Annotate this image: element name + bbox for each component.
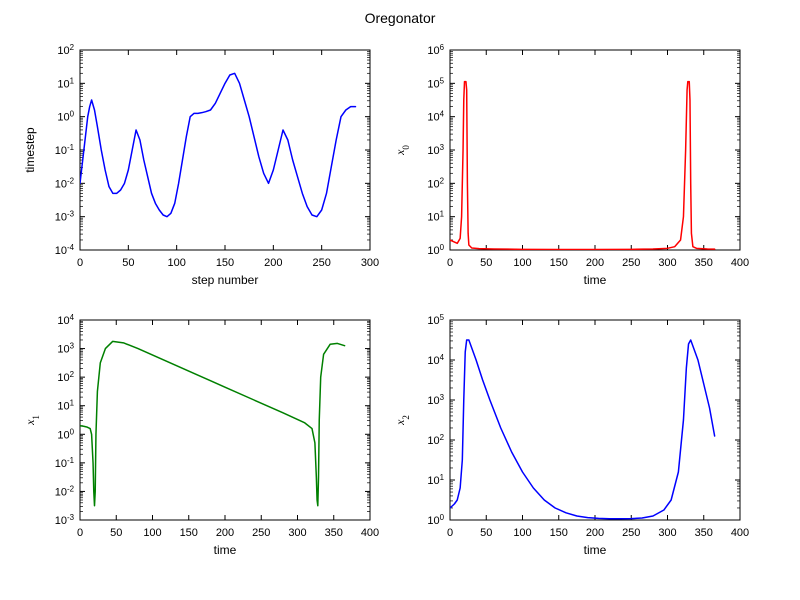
xtick-label: 250	[312, 257, 330, 269]
xtick-label: 300	[658, 257, 676, 269]
subplot-br: 0 50 100 150 200 250 300 350 400 100 101 102 103 104 1…	[393, 313, 749, 558]
ytick-label: 10-1	[55, 455, 75, 470]
ytick-label: 10-3	[55, 513, 75, 528]
series-line	[80, 73, 356, 216]
xtick-label: 0	[447, 257, 453, 269]
figure-container: Oregonator 0 50 100 150 200 250 300 10-4 10-3 10-…	[0, 0, 800, 600]
subplot-bl: 0 50 100 150 200 250 300 350 400 10-3 10-2 10-1 100 1…	[23, 313, 379, 558]
ytick-label: 100	[57, 427, 74, 442]
ytick-label: 106	[427, 43, 444, 58]
xtick-label: 150	[180, 527, 198, 539]
axes-frame	[450, 50, 740, 250]
xtick-label: 200	[264, 257, 282, 269]
ytick-label: 105	[427, 76, 444, 91]
axes-frame	[450, 320, 740, 520]
ytick-label: 10-2	[55, 176, 74, 191]
ytick-label: 101	[57, 76, 74, 91]
series-line	[450, 340, 715, 519]
xtick-label: 200	[216, 527, 234, 539]
xlabel: time	[214, 543, 237, 557]
axes-frame	[80, 50, 370, 250]
xtick-label: 250	[622, 257, 640, 269]
ylabel: x1	[23, 415, 41, 426]
ytick-label: 10-4	[55, 243, 75, 258]
xtick-label: 150	[216, 257, 234, 269]
xtick-label: 150	[550, 257, 568, 269]
ytick-label: 103	[57, 341, 74, 356]
xtick-label: 50	[122, 257, 134, 269]
ytick-label: 102	[427, 433, 444, 448]
xlabel: step number	[192, 273, 259, 287]
ytick-label: 100	[427, 243, 444, 258]
xtick-label: 300	[288, 527, 306, 539]
ytick-label: 101	[57, 398, 74, 413]
ytick-label: 100	[427, 513, 444, 528]
xtick-label: 100	[167, 257, 185, 269]
ytick-label: 101	[427, 209, 444, 224]
ytick-label: 100	[57, 109, 74, 124]
figure-svg: 0 50 100 150 200 250 300 10-4 10-3 10-2 10-1 100 101…	[0, 0, 800, 600]
xtick-label: 100	[513, 257, 531, 269]
xtick-label: 50	[110, 527, 122, 539]
xtick-label: 350	[695, 527, 713, 539]
ytick-label: 10-2	[55, 484, 74, 499]
xtick-label: 200	[586, 257, 604, 269]
ytick-label: 105	[427, 313, 444, 328]
ytick-label: 102	[57, 370, 74, 385]
ytick-label: 103	[427, 393, 444, 408]
series-line	[450, 82, 715, 250]
ylabel: timestep	[23, 127, 37, 173]
xtick-label: 400	[361, 527, 379, 539]
ytick-label: 10-3	[55, 209, 75, 224]
figure-suptitle: Oregonator	[0, 10, 800, 26]
xtick-label: 350	[325, 527, 343, 539]
xtick-label: 300	[361, 257, 379, 269]
xtick-label: 400	[731, 257, 749, 269]
ytick-label: 101	[427, 473, 444, 488]
xtick-label: 300	[658, 527, 676, 539]
xlabel: time	[584, 273, 607, 287]
ytick-label: 104	[427, 353, 444, 368]
xtick-label: 350	[695, 257, 713, 269]
xtick-label: 50	[480, 527, 492, 539]
ytick-label: 103	[427, 143, 444, 158]
xlabel: time	[584, 543, 607, 557]
subplot-tl: 0 50 100 150 200 250 300 10-4 10-3 10-2 10-1 100 101…	[23, 43, 379, 288]
xtick-label: 250	[622, 527, 640, 539]
ylabel: x2	[393, 415, 411, 426]
xtick-label: 250	[252, 527, 270, 539]
xtick-label: 100	[513, 527, 531, 539]
xtick-label: 400	[731, 527, 749, 539]
ytick-label: 102	[57, 43, 74, 58]
ytick-label: 102	[427, 176, 444, 191]
subplot-tr: 0 50 100 150 200 250 300 350 400 100 101 102 103 104 1…	[393, 43, 749, 288]
xtick-label: 0	[77, 527, 83, 539]
ytick-label: 10-1	[55, 143, 75, 158]
xtick-label: 0	[447, 527, 453, 539]
series-line	[80, 341, 345, 505]
xtick-label: 150	[550, 527, 568, 539]
ytick-label: 104	[427, 109, 444, 124]
ytick-label: 104	[57, 313, 74, 328]
xtick-label: 0	[77, 257, 83, 269]
xtick-label: 100	[143, 527, 161, 539]
ylabel: x0	[393, 145, 411, 156]
xtick-label: 50	[480, 257, 492, 269]
xtick-label: 200	[586, 527, 604, 539]
